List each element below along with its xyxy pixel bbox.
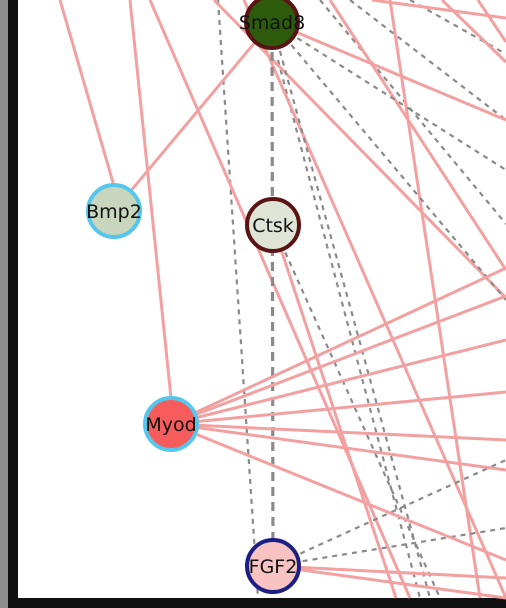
dashed-edge bbox=[349, 0, 506, 121]
node-smad8[interactable]: Smad8 bbox=[239, 0, 305, 50]
solid-edge bbox=[170, 390, 506, 426]
solid-edge bbox=[170, 338, 506, 426]
node-fgf2[interactable]: FGF2 bbox=[245, 538, 301, 594]
node-fgf2-label: FGF2 bbox=[249, 556, 298, 578]
nodes-layer: Smad8 Bmp2 Ctsk Myod FGF2 bbox=[86, 0, 305, 594]
dashed-edge bbox=[276, 59, 422, 599]
solid-edge bbox=[128, 0, 173, 399]
solid-edge bbox=[271, 20, 506, 122]
solid-edge bbox=[170, 422, 506, 562]
solid-edge bbox=[271, 224, 398, 599]
node-myod-circle bbox=[143, 396, 199, 452]
dashed-edge bbox=[319, 0, 506, 225]
solid-edge bbox=[148, 0, 412, 599]
dashed-edge bbox=[271, 21, 506, 301]
graph-canvas bbox=[18, 0, 506, 598]
solid-edge bbox=[112, 21, 274, 212]
dashed-edge bbox=[271, 224, 442, 599]
node-bmp2-label: Bmp2 bbox=[86, 201, 142, 223]
solid-edge bbox=[170, 422, 506, 442]
node-bmp2-circle bbox=[86, 183, 142, 239]
dashed-edge bbox=[272, 458, 506, 568]
solid-edge bbox=[371, 0, 506, 20]
node-ctsk-circle bbox=[245, 197, 301, 253]
solid-edge bbox=[440, 0, 506, 64]
solid-edge bbox=[388, 0, 482, 599]
solid-edge bbox=[328, 0, 506, 271]
solid-edge bbox=[476, 0, 506, 43]
node-myod-label: Myod bbox=[145, 414, 196, 436]
node-ctsk-label: Ctsk bbox=[252, 215, 294, 237]
solid-edge bbox=[272, 564, 506, 600]
node-smad8-circle bbox=[244, 0, 300, 50]
solid-edge bbox=[170, 294, 506, 426]
node-fgf2-circle bbox=[245, 538, 301, 594]
dashed-edge bbox=[270, 21, 275, 567]
node-myod[interactable]: Myod bbox=[143, 396, 199, 452]
node-smad8-label: Smad8 bbox=[239, 12, 305, 34]
solid-edge bbox=[170, 266, 506, 426]
solid-edge bbox=[170, 422, 506, 472]
node-ctsk[interactable]: Ctsk bbox=[245, 197, 301, 253]
solid-edge bbox=[242, 0, 506, 599]
solid-edge bbox=[58, 0, 116, 187]
dashed-edge bbox=[271, 21, 506, 171]
solid-edge bbox=[272, 564, 506, 580]
edges-layer bbox=[58, 0, 506, 600]
node-bmp2[interactable]: Bmp2 bbox=[86, 183, 142, 239]
solid-edge bbox=[212, 0, 506, 300]
